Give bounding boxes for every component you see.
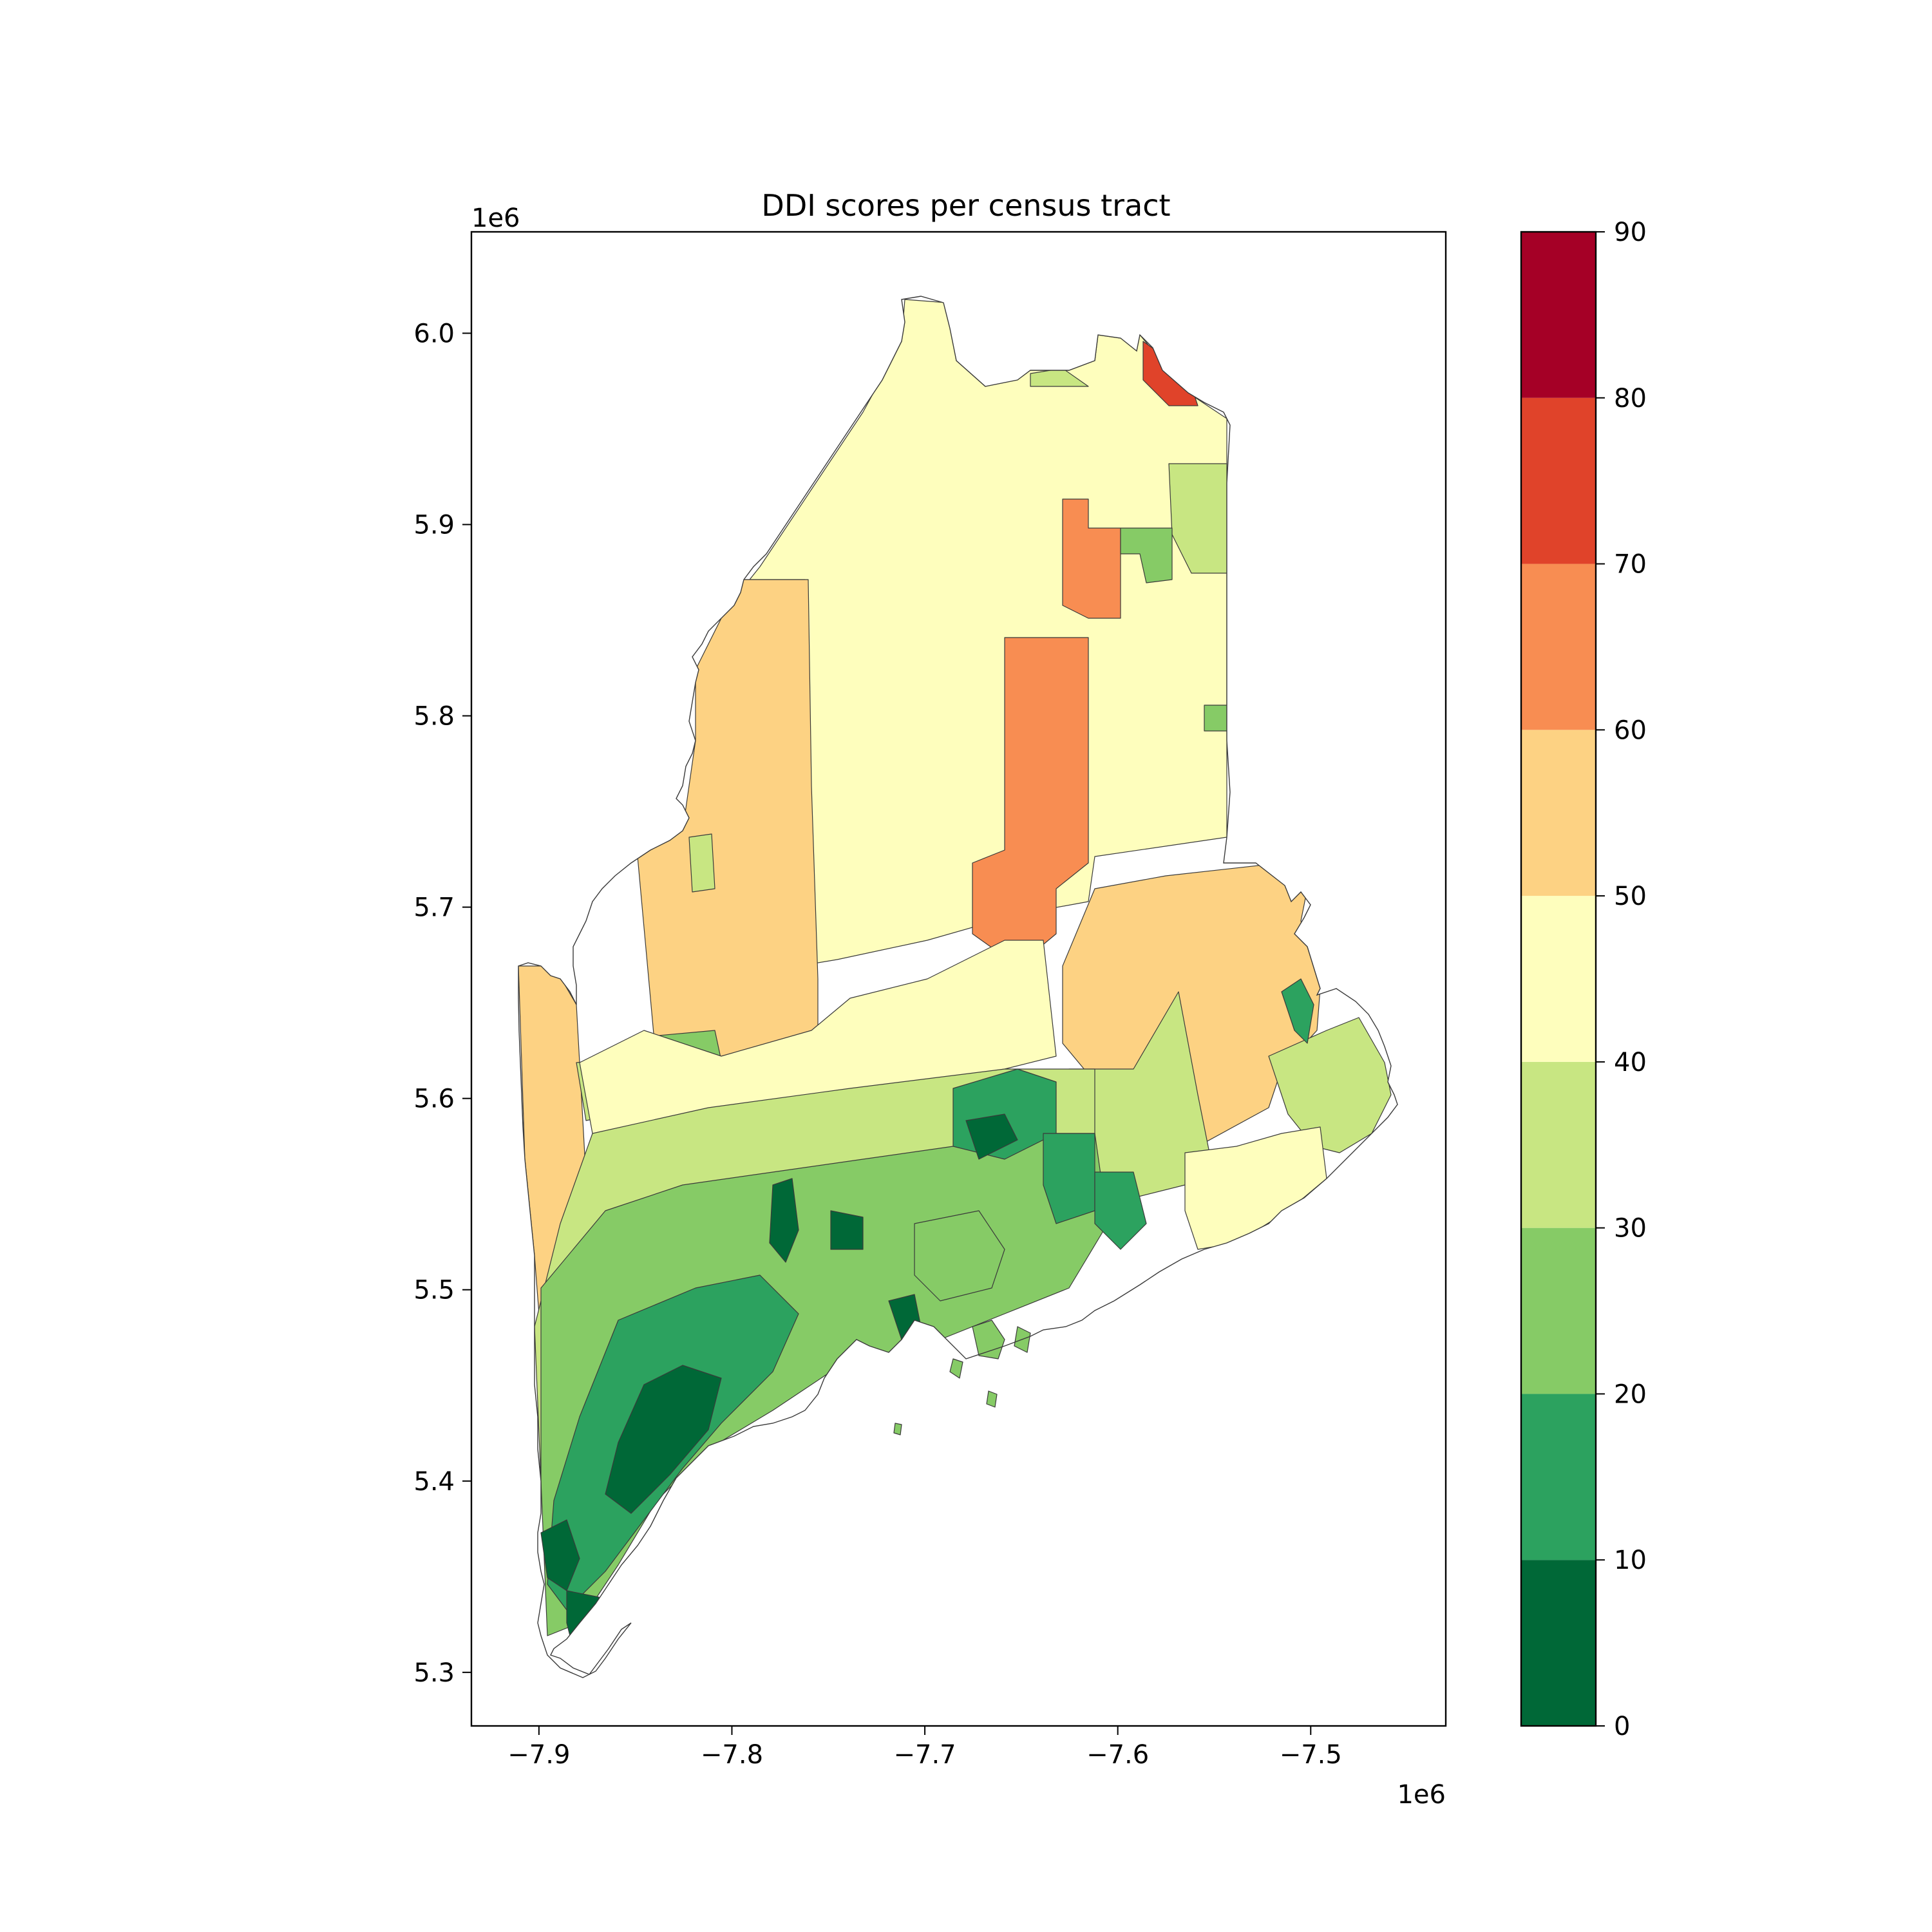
y-tick-label: 5.7 xyxy=(413,893,455,923)
tract-ne-green-c xyxy=(1204,705,1227,732)
tract-ne-green-a xyxy=(1168,463,1227,574)
colorbar-tick-label: 0 xyxy=(1614,1712,1630,1741)
colorbar-tick-label: 90 xyxy=(1614,218,1647,247)
colorbar-tick-label: 10 xyxy=(1614,1546,1647,1575)
y-tick-label: 5.5 xyxy=(413,1276,455,1305)
x-tick-label: −7.8 xyxy=(701,1740,763,1770)
colorbar-bin xyxy=(1521,397,1596,564)
y-tick-label: 5.4 xyxy=(413,1467,455,1497)
tract-bangor-core xyxy=(965,1113,1018,1160)
island-a xyxy=(972,1320,1005,1359)
y-tick-label: 5.6 xyxy=(413,1084,455,1114)
colorbar-bin xyxy=(1521,232,1596,398)
plot-frame xyxy=(470,231,1447,1727)
tract-northwest xyxy=(637,579,819,1070)
colorbar-bin xyxy=(1521,896,1596,1062)
x-tick-label: −7.7 xyxy=(893,1740,956,1770)
colorbar-tick-label: 30 xyxy=(1614,1214,1647,1244)
census-tract-map xyxy=(518,299,1392,1649)
colorbar-tick-label: 20 xyxy=(1614,1379,1647,1409)
y-tick-label: 6.0 xyxy=(413,319,455,348)
tract-east-point xyxy=(1281,978,1314,1044)
tract-north-orange xyxy=(1062,498,1121,619)
island-e xyxy=(893,1423,902,1435)
colorbar-tick-label: 50 xyxy=(1614,882,1647,911)
x-axis-offset-label: 1e6 xyxy=(1397,1780,1446,1810)
colorbar-bin xyxy=(1521,1560,1596,1726)
tract-ne-green-b xyxy=(1120,527,1173,583)
colorbar-frame xyxy=(1520,231,1597,1727)
tract-lewiston xyxy=(769,1178,799,1263)
colorbar-bin xyxy=(1521,1227,1596,1394)
colorbar-tick-label: 70 xyxy=(1614,550,1647,580)
x-tick-label: −7.9 xyxy=(507,1740,570,1770)
tract-portland-core xyxy=(605,1365,722,1514)
state-outline xyxy=(518,296,1398,1678)
tract-west-green xyxy=(688,833,715,893)
x-tick-label: −7.5 xyxy=(1280,1740,1342,1770)
island-c xyxy=(949,1358,963,1379)
map-title: DDI scores per census tract xyxy=(761,188,1170,223)
y-tick-label: 5.8 xyxy=(413,702,455,732)
tract-hancock xyxy=(1043,1133,1095,1224)
colorbar-tick-label: 40 xyxy=(1614,1048,1647,1077)
tract-midcoast xyxy=(914,1210,1005,1302)
coastal-islands xyxy=(518,296,1398,1678)
colorbar: 0 10 20 30 40 50 60 70 80 90 xyxy=(1520,218,1647,1741)
x-tick-label: −7.6 xyxy=(1086,1740,1149,1770)
tract-hancock-b xyxy=(1094,1171,1147,1250)
tract-york xyxy=(540,1519,580,1591)
y-tick-label: 5.9 xyxy=(413,510,455,540)
island-d xyxy=(986,1390,998,1408)
y-axis-offset-label: 1e6 xyxy=(471,204,520,233)
tract-augusta xyxy=(830,1210,864,1250)
colorbar-tick-label: 80 xyxy=(1614,384,1647,413)
colorbar-bin xyxy=(1521,730,1596,896)
colorbar-bin xyxy=(1521,1394,1596,1560)
colorbar-tick-label: 60 xyxy=(1614,715,1647,745)
map-axes: −7.9 −7.8 −7.7 −7.6 −7.5 5.3 5.4 5.5 5.6 5.7 5.8 5.… xyxy=(413,231,1447,1770)
colorbar-bin xyxy=(1521,1061,1596,1228)
y-tick-label: 5.3 xyxy=(413,1658,455,1688)
colorbar-bin xyxy=(1521,564,1596,730)
